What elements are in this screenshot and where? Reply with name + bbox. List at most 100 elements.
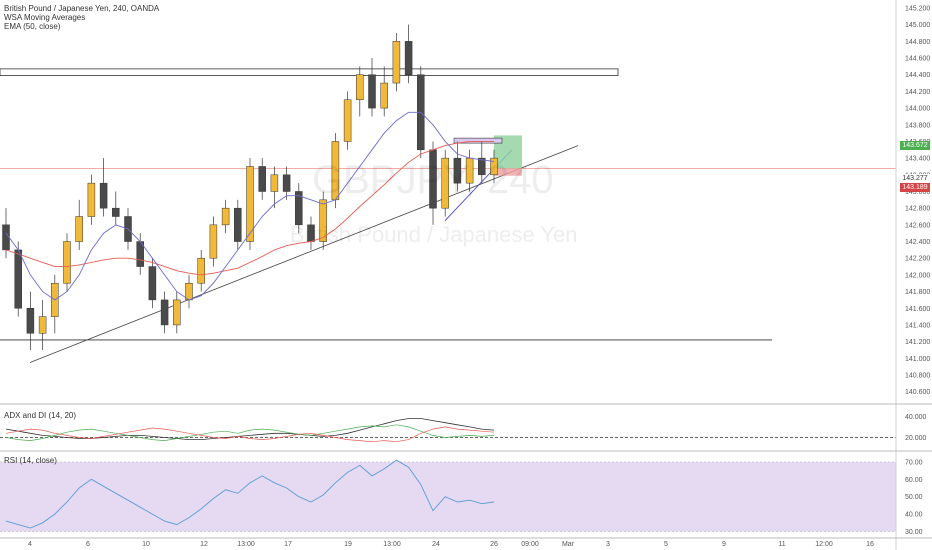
di-plus-line	[5, 424, 495, 441]
indicator-lines	[5, 111, 495, 301]
long-position-stop	[494, 168, 522, 176]
time-tick-label: 12:00	[815, 541, 833, 548]
candle-body	[258, 166, 266, 192]
adx-tick-label: 20.000	[905, 435, 927, 442]
price-tick-label: 141.400	[905, 322, 930, 329]
rsi-tick-label: 60.00	[905, 477, 923, 484]
time-tick-label: 10	[142, 541, 150, 548]
candle-body	[148, 266, 157, 301]
rsi-line	[5, 459, 495, 529]
candle-body	[380, 82, 388, 109]
price-tick-label: 143.800	[905, 122, 930, 129]
time-tick-label: 13:00	[383, 541, 401, 548]
rsi-tick-label: 50.00	[905, 494, 923, 501]
time-tick-label: 4	[28, 541, 32, 548]
price-tick-label: 142.200	[905, 256, 930, 263]
adx-tick-label: 40.000	[905, 414, 927, 421]
adx-pane-label[interactable]: ADX and DI (14, 20)	[4, 411, 77, 420]
candle-body	[209, 224, 218, 259]
price-tick-label: 145.000	[905, 22, 930, 29]
candle-body	[160, 299, 169, 326]
candlestick-series	[2, 24, 498, 350]
price-tick-label: 144.800	[905, 39, 930, 46]
marked-zone	[453, 137, 503, 144]
candle-body	[221, 207, 230, 226]
price-tick-label: 141.600	[905, 306, 930, 313]
price-tick-label: 141.000	[905, 356, 930, 363]
candle-body	[87, 182, 96, 217]
adx-pane	[0, 418, 896, 443]
candle-body	[441, 157, 449, 209]
candle-body	[197, 257, 205, 284]
resistance-zone	[0, 68, 619, 76]
rsi-pane	[0, 459, 896, 532]
candle-body	[478, 157, 486, 176]
price-tick-label: 145.200	[905, 6, 930, 13]
rsi-tick-label: 30.00	[905, 529, 923, 536]
time-tick-label: 6	[86, 541, 90, 548]
ema-50-line	[5, 140, 494, 276]
adx-line	[5, 418, 495, 441]
candle-body	[26, 308, 35, 334]
rsi-band	[0, 461, 896, 532]
rsi-tick-label: 70.00	[905, 459, 923, 466]
candle-body	[368, 74, 376, 109]
price-tick-label: 142.400	[905, 239, 930, 246]
time-tick-label: 24	[432, 541, 440, 548]
price-tick-label: 144.200	[905, 89, 930, 96]
candle-body	[234, 207, 242, 242]
indicator-wsa-label[interactable]: WSA Moving Averages	[4, 13, 86, 22]
price-tick-label: 144.600	[905, 56, 930, 63]
price-tick-label: 141.200	[905, 339, 930, 346]
last-price-tag: 143.277	[900, 174, 930, 183]
candle-body	[173, 299, 181, 326]
watermark-symbol: GBPJPY, 240	[312, 158, 554, 202]
rsi-pane-label[interactable]: RSI (14, close)	[4, 456, 57, 465]
candle-body	[343, 99, 352, 142]
price-tick-label: 144.400	[905, 72, 930, 79]
price-tick-label: 140.600	[905, 389, 930, 396]
candle-body	[38, 316, 47, 334]
di-minus-line	[5, 426, 495, 443]
time-tick-label: 26	[490, 541, 498, 548]
price-tick-label: 141.800	[905, 289, 930, 296]
candle-body	[112, 207, 120, 217]
candle-body	[404, 41, 413, 75]
candle-body	[270, 174, 279, 192]
ascending-trendline	[29, 145, 579, 363]
candle-body	[14, 249, 22, 309]
price-tick-label: 142.000	[905, 272, 930, 279]
candle-body	[282, 174, 291, 192]
indicator-ema-label[interactable]: EMA (50, close)	[4, 22, 61, 31]
price-tick-label: 142.800	[905, 206, 930, 213]
candle-body	[246, 166, 254, 242]
stop-price-tag: 143.189	[900, 183, 930, 192]
candle-body	[185, 282, 193, 301]
candle-body	[319, 199, 327, 242]
time-tick-label: 12	[200, 541, 208, 548]
time-tick-label: 17	[284, 541, 292, 548]
time-tick-label: 9	[722, 541, 726, 548]
candle-body	[490, 157, 498, 176]
price-tick-label: 144.000	[905, 106, 930, 113]
price-tick-label: 140.800	[905, 372, 930, 379]
candle-body	[75, 216, 83, 242]
price-tick-label: 142.600	[905, 222, 930, 229]
candle-body	[392, 41, 401, 84]
chart-title: British Pound / Japanese Yen, 240, OANDA	[4, 4, 160, 13]
chart-drawings	[0, 68, 896, 363]
candle-body	[356, 74, 364, 100]
candle-body	[2, 224, 10, 251]
candle-body	[295, 191, 303, 226]
candle-body	[99, 182, 108, 209]
time-tick-label: 3	[606, 541, 610, 548]
watermark-name: British Pound / Japanese Yen	[290, 222, 578, 247]
candle-body	[453, 157, 462, 184]
price-tick-label: 143.400	[905, 156, 930, 163]
time-tick-label: 5	[664, 541, 668, 548]
time-tick-label: 11	[778, 541, 785, 548]
time-tick-label: 19	[344, 541, 352, 548]
rsi-tick-label: 40.00	[905, 512, 923, 519]
